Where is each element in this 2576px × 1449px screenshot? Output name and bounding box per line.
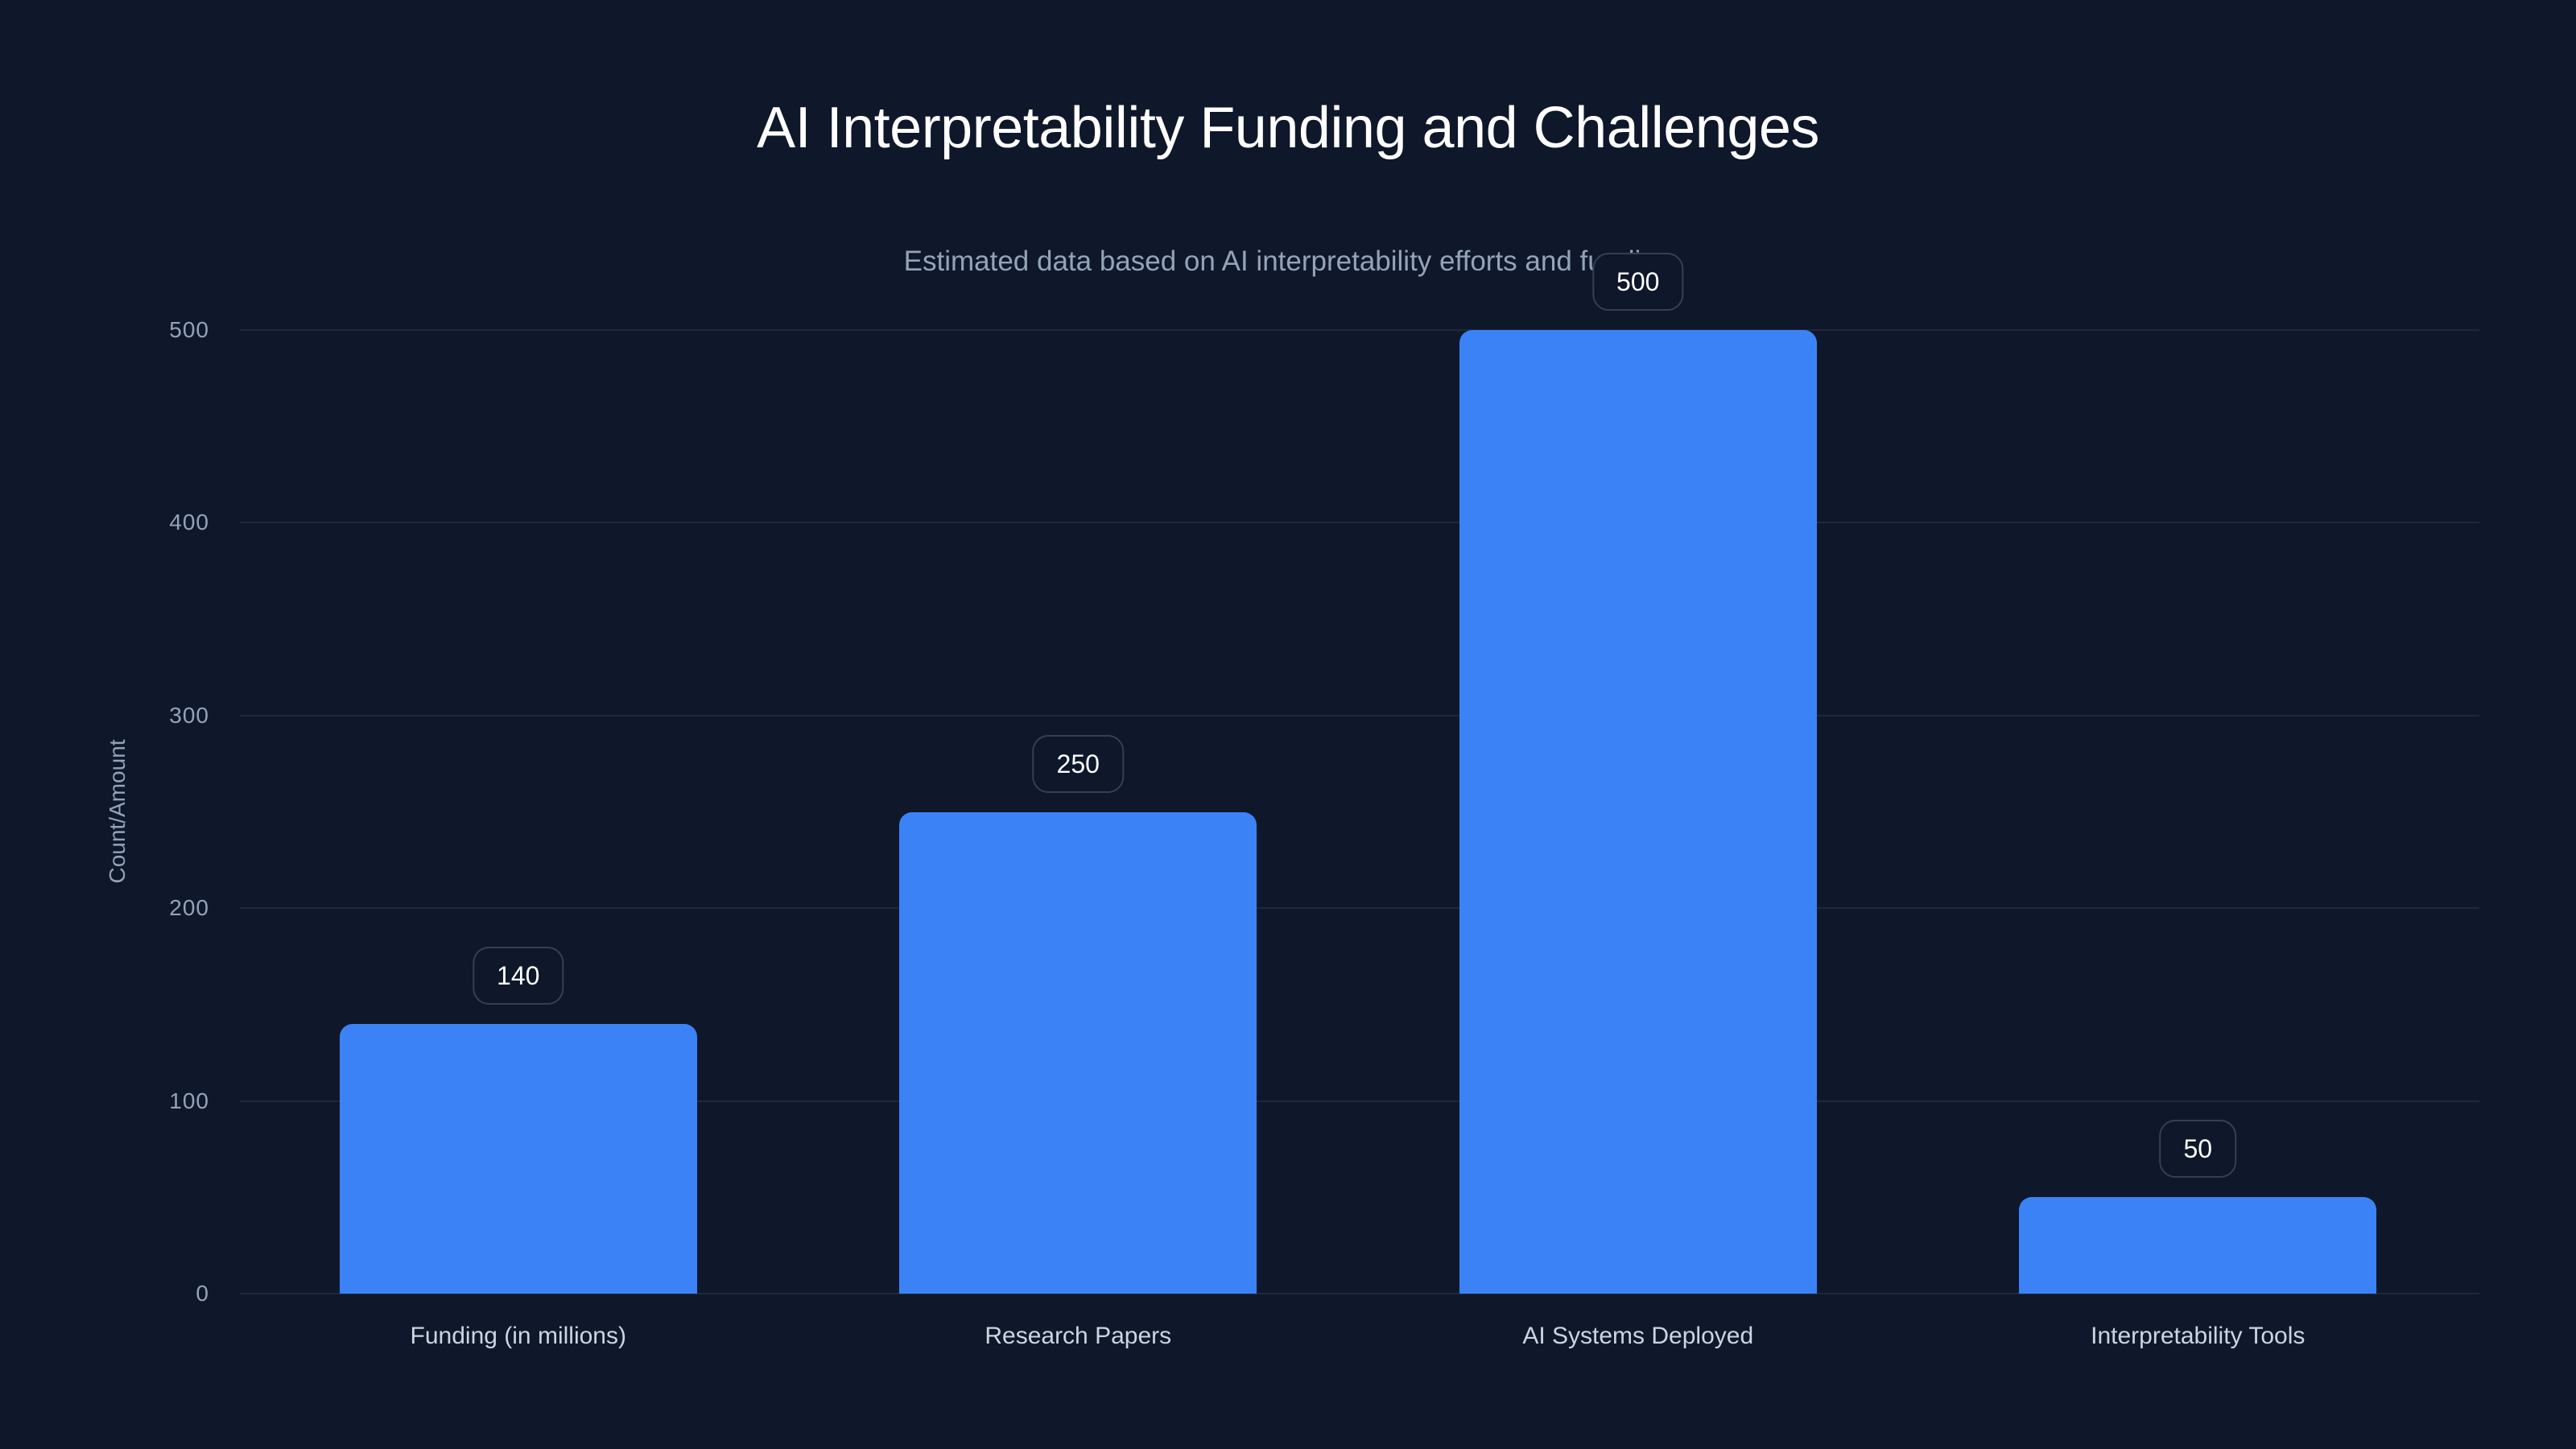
y-tick-label: 0: [196, 1281, 209, 1306]
gridline: [240, 714, 2479, 716]
chart-subtitle: Estimated data based on AI interpretabil…: [903, 246, 1673, 277]
y-tick-label: 300: [169, 702, 209, 728]
y-tick-label: 500: [169, 317, 209, 342]
value-label-badge: 250: [1032, 734, 1124, 793]
chart-title: AI Interpretability Funding and Challeng…: [757, 96, 1819, 160]
x-tick-label: Interpretability Tools: [2091, 1323, 2306, 1349]
x-tick-label: Research Papers: [985, 1323, 1172, 1349]
x-tick-label: AI Systems Deployed: [1522, 1323, 1754, 1349]
gridline: [240, 1100, 2479, 1102]
y-tick-label: 400: [169, 510, 209, 535]
bar[interactable]: [2019, 1197, 2377, 1294]
y-tick-label: 100: [169, 1088, 209, 1113]
value-label-badge: 500: [1592, 253, 1684, 311]
value-label-badge: 140: [473, 946, 564, 1005]
bar[interactable]: [899, 811, 1257, 1294]
gridline: [240, 522, 2479, 524]
gridline: [240, 1293, 2479, 1294]
bar[interactable]: [339, 1023, 697, 1294]
gridline: [240, 329, 2479, 331]
value-label-badge: 50: [2159, 1120, 2237, 1179]
x-tick-label: Funding (in millions): [410, 1323, 626, 1349]
y-tick-label: 200: [169, 895, 209, 921]
plot-area: 0 100 200 300 400 500: [169, 317, 2479, 1306]
y-axis-label: Count/Amount: [105, 739, 130, 884]
gridline: [240, 907, 2479, 910]
bar[interactable]: [1459, 330, 1817, 1294]
